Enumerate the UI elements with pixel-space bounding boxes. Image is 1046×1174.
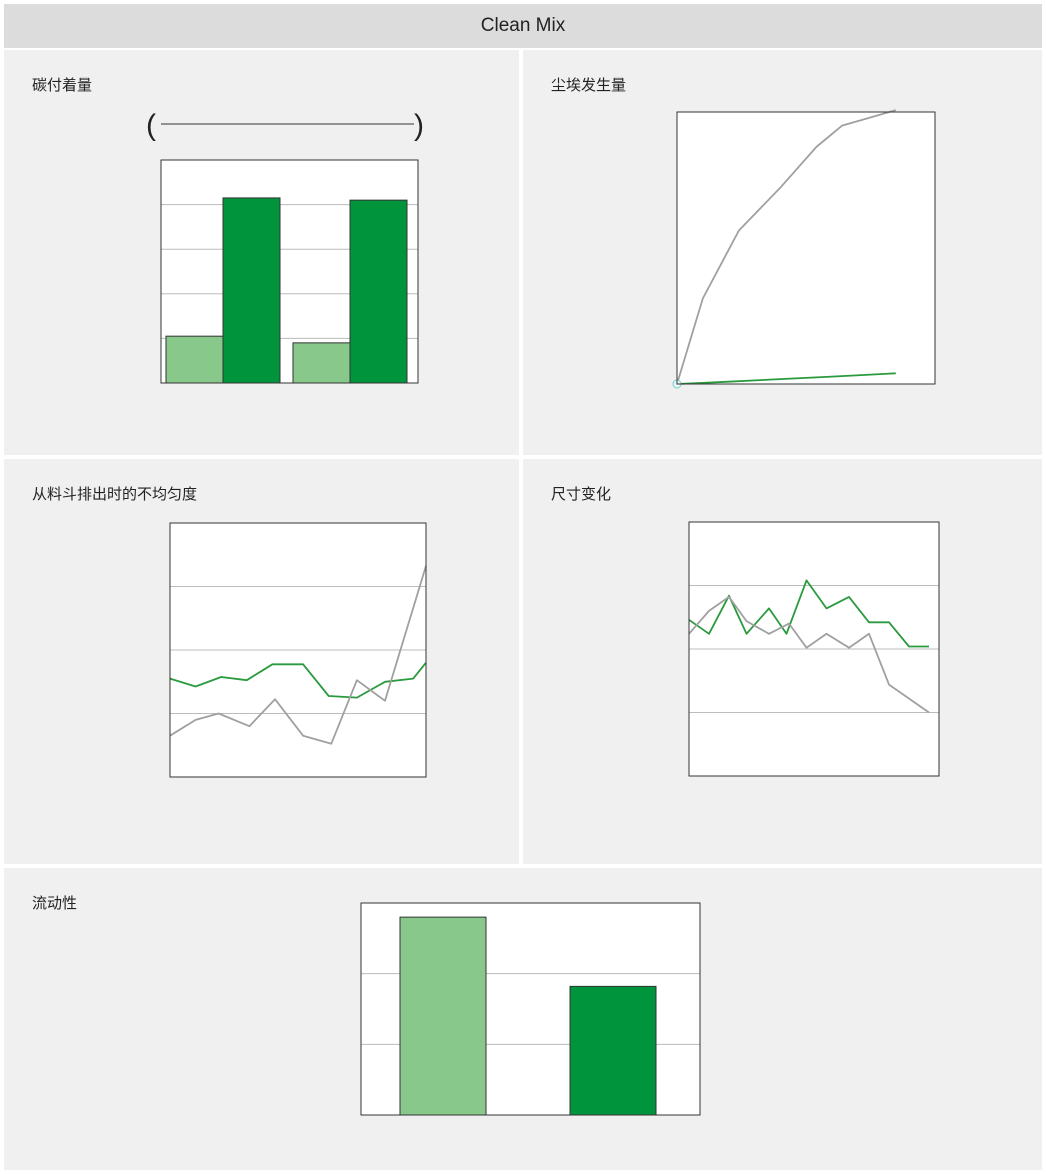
carbon-bar: [349, 199, 408, 384]
size-panel: 尺寸变化: [523, 459, 1042, 864]
uniformity-series-line: [169, 565, 427, 745]
dust-chart: [672, 109, 936, 389]
flow-bar: [569, 985, 657, 1116]
carbon-bar: [165, 335, 224, 384]
page-title: Clean Mix: [480, 15, 566, 36]
size-panel-title: 尺寸变化: [551, 485, 612, 503]
uniformity-panel: 从料斗排出时的不均匀度: [4, 459, 519, 864]
dust-plot-border: [676, 111, 936, 385]
carbon-bar: [222, 197, 281, 384]
flow-plot-border: [360, 902, 701, 1116]
uniformity-chart: [169, 522, 427, 778]
page-header: Clean Mix: [4, 4, 1042, 48]
dust-plot-area: [676, 111, 936, 385]
dust-panel: 尘埃发生量: [523, 50, 1042, 455]
dust-panel-title: 尘埃发生量: [551, 76, 627, 94]
flow-panel: 流动性: [4, 868, 1042, 1170]
carbon-bar: [292, 342, 351, 384]
uniformity-panel-title: 从料斗排出时的不均匀度: [32, 485, 198, 503]
carbon-panel: 碳付着量 (): [4, 50, 519, 455]
carbon-chart: (): [146, 109, 424, 384]
dust-series-line: [676, 109, 897, 385]
flow-chart: [360, 902, 701, 1116]
size-chart: [688, 521, 940, 777]
carbon-plot-border: [160, 159, 419, 384]
carbon-panel-title: 碳付着量: [32, 76, 93, 94]
uniformity-plot-border: [169, 522, 427, 778]
formula-paren-right: ): [414, 109, 424, 142]
size-plot-border: [688, 521, 940, 777]
size-series-line: [688, 579, 929, 648]
uniformity-series-line: [169, 662, 427, 699]
flow-bar: [399, 916, 487, 1116]
flow-panel-title: 流动性: [32, 894, 78, 912]
size-series-line: [688, 595, 930, 714]
formula-paren-left: (: [146, 109, 156, 142]
dust-series-line: [676, 372, 896, 385]
